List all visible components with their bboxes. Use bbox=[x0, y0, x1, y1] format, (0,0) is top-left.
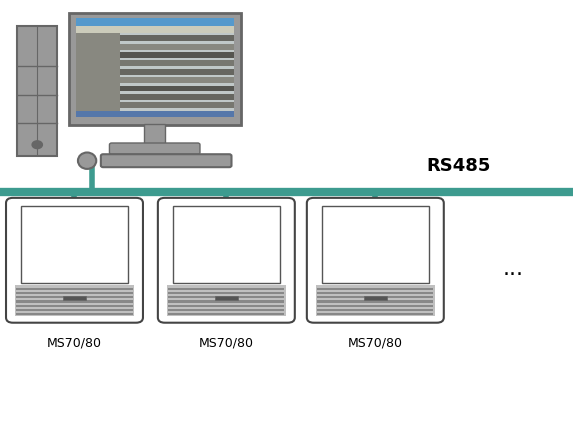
Bar bbox=[316, 286, 434, 316]
FancyBboxPatch shape bbox=[101, 154, 231, 167]
Bar bbox=[215, 296, 238, 300]
Bar bbox=[322, 206, 429, 283]
FancyBboxPatch shape bbox=[69, 13, 241, 125]
Bar bbox=[317, 292, 433, 294]
Bar bbox=[76, 33, 120, 117]
Bar bbox=[167, 286, 285, 316]
Bar bbox=[317, 305, 433, 307]
Bar bbox=[16, 301, 132, 302]
Text: MS70/80: MS70/80 bbox=[199, 337, 254, 350]
Bar bbox=[120, 52, 234, 58]
Bar bbox=[168, 301, 285, 302]
Bar bbox=[63, 296, 86, 300]
Bar bbox=[120, 94, 234, 100]
Bar bbox=[120, 111, 234, 117]
Bar bbox=[16, 288, 132, 290]
Bar bbox=[317, 288, 433, 290]
Bar bbox=[120, 35, 234, 41]
Bar bbox=[16, 292, 132, 294]
FancyBboxPatch shape bbox=[307, 198, 444, 323]
Bar bbox=[16, 309, 132, 311]
Bar bbox=[16, 313, 132, 315]
Text: RS485: RS485 bbox=[426, 157, 490, 175]
Bar bbox=[317, 309, 433, 311]
Bar bbox=[317, 296, 433, 299]
Text: ...: ... bbox=[503, 260, 523, 280]
Bar bbox=[364, 296, 387, 300]
Bar bbox=[317, 301, 433, 302]
Bar bbox=[168, 313, 285, 315]
Bar bbox=[15, 286, 134, 316]
Text: MS70/80: MS70/80 bbox=[348, 337, 403, 350]
FancyBboxPatch shape bbox=[158, 198, 295, 323]
Bar bbox=[168, 305, 285, 307]
Bar bbox=[168, 292, 285, 294]
Bar bbox=[120, 44, 234, 50]
Bar bbox=[168, 296, 285, 299]
FancyBboxPatch shape bbox=[109, 143, 200, 154]
Ellipse shape bbox=[78, 152, 96, 169]
FancyBboxPatch shape bbox=[17, 26, 57, 156]
Bar bbox=[120, 86, 234, 92]
Bar bbox=[76, 18, 234, 117]
Bar bbox=[120, 102, 234, 108]
Bar bbox=[120, 60, 234, 67]
Bar bbox=[16, 305, 132, 307]
Bar bbox=[76, 26, 234, 33]
Bar bbox=[120, 77, 234, 83]
Bar bbox=[144, 124, 165, 145]
Bar bbox=[21, 206, 128, 283]
Bar bbox=[168, 309, 285, 311]
Bar bbox=[168, 288, 285, 290]
Bar bbox=[76, 111, 234, 117]
Bar bbox=[16, 296, 132, 299]
Bar bbox=[76, 18, 234, 26]
Bar bbox=[120, 69, 234, 75]
Bar bbox=[173, 206, 280, 283]
FancyBboxPatch shape bbox=[6, 198, 143, 323]
Circle shape bbox=[32, 141, 42, 149]
Bar bbox=[317, 313, 433, 315]
Text: MS70/80: MS70/80 bbox=[47, 337, 102, 350]
